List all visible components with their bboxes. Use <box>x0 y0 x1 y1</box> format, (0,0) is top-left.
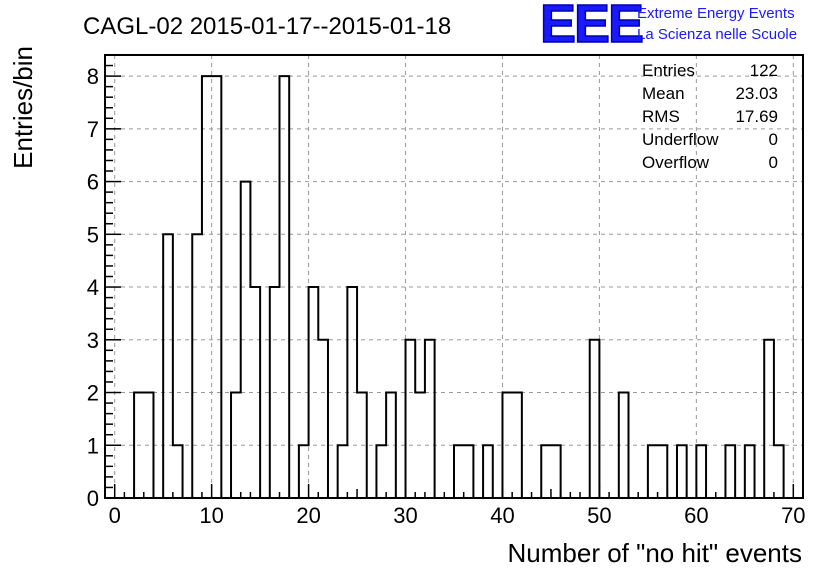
histogram-bin <box>454 445 464 498</box>
histogram-bin <box>173 445 183 498</box>
y-tick-label: 5 <box>87 222 99 247</box>
x-tick-label: 60 <box>684 503 708 528</box>
histogram-bin <box>677 445 687 498</box>
y-tick-label: 1 <box>87 433 99 458</box>
histogram-bin <box>551 445 561 498</box>
stats-label-rms: RMS <box>642 107 680 126</box>
histogram-bin <box>745 445 755 498</box>
histogram-bin <box>483 445 493 498</box>
histogram-bin <box>376 445 386 498</box>
y-tick-label: 4 <box>87 275 99 300</box>
stats-box: Entries 122 Mean 23.03 RMS 17.69 Underfl… <box>642 61 778 172</box>
x-tick-label: 40 <box>490 503 514 528</box>
y-tick-label: 8 <box>87 64 99 89</box>
histogram-bin <box>764 340 774 498</box>
x-tick-label: 0 <box>109 503 121 528</box>
stats-value-entries: 122 <box>750 61 778 80</box>
y-tick-label: 3 <box>87 328 99 353</box>
plot-frame <box>104 54 804 499</box>
histogram-bin <box>338 445 348 498</box>
y-tick-label: 7 <box>87 117 99 142</box>
histogram-bin <box>725 445 735 498</box>
y-tick-label: 0 <box>87 486 99 511</box>
x-tick-label: 30 <box>393 503 417 528</box>
y-axis-ticks: 0 1 2 3 4 5 6 7 8 <box>87 54 121 511</box>
stats-label-entries: Entries <box>642 61 695 80</box>
stats-label-overflow: Overflow <box>642 153 710 172</box>
histogram-bin <box>774 445 784 498</box>
histogram-outline <box>105 75 803 499</box>
histogram-bin <box>192 234 202 498</box>
histogram-bin <box>406 340 416 498</box>
logo-line-2: La Scienza nelle Scuole <box>637 26 797 43</box>
stats-value-mean: 23.03 <box>735 84 778 103</box>
logo-line-1: Extreme Energy Events <box>637 5 795 22</box>
histogram-bin <box>425 340 435 498</box>
histogram-bin <box>648 445 658 498</box>
x-tick-label: 70 <box>781 503 805 528</box>
y-axis-title: Entries/bin <box>8 46 38 169</box>
histogram-bin <box>590 340 600 498</box>
y-tick-label: 6 <box>87 170 99 195</box>
stats-value-underflow: 0 <box>769 130 778 149</box>
histogram-bin <box>541 445 551 498</box>
x-tick-label: 10 <box>199 503 223 528</box>
x-axis-title: Number of "no hit" events <box>508 538 803 568</box>
chart-title: CAGL-02 2015-01-17--2015-01-18 <box>83 13 451 40</box>
x-tick-label: 20 <box>296 503 320 528</box>
histogram-bin <box>658 445 668 498</box>
stats-value-overflow: 0 <box>769 153 778 172</box>
grid-lines <box>105 55 803 498</box>
x-tick-label: 50 <box>587 503 611 528</box>
histogram-bin <box>464 445 474 498</box>
histogram-bin <box>299 445 309 498</box>
eee-logo: EEE Extreme Energy Events La Scienza nel… <box>539 0 797 55</box>
x-axis-ticks: 0 10 20 30 40 50 60 70 <box>104 484 806 528</box>
y-tick-label: 2 <box>87 381 99 406</box>
histogram-bin <box>163 234 173 498</box>
histogram-bin <box>696 445 706 498</box>
stats-label-mean: Mean <box>642 84 685 103</box>
stats-label-underflow: Underflow <box>642 130 719 149</box>
histogram-bin <box>318 340 328 498</box>
stats-value-rms: 17.69 <box>735 107 778 126</box>
logo-mark: EEE <box>540 0 642 54</box>
